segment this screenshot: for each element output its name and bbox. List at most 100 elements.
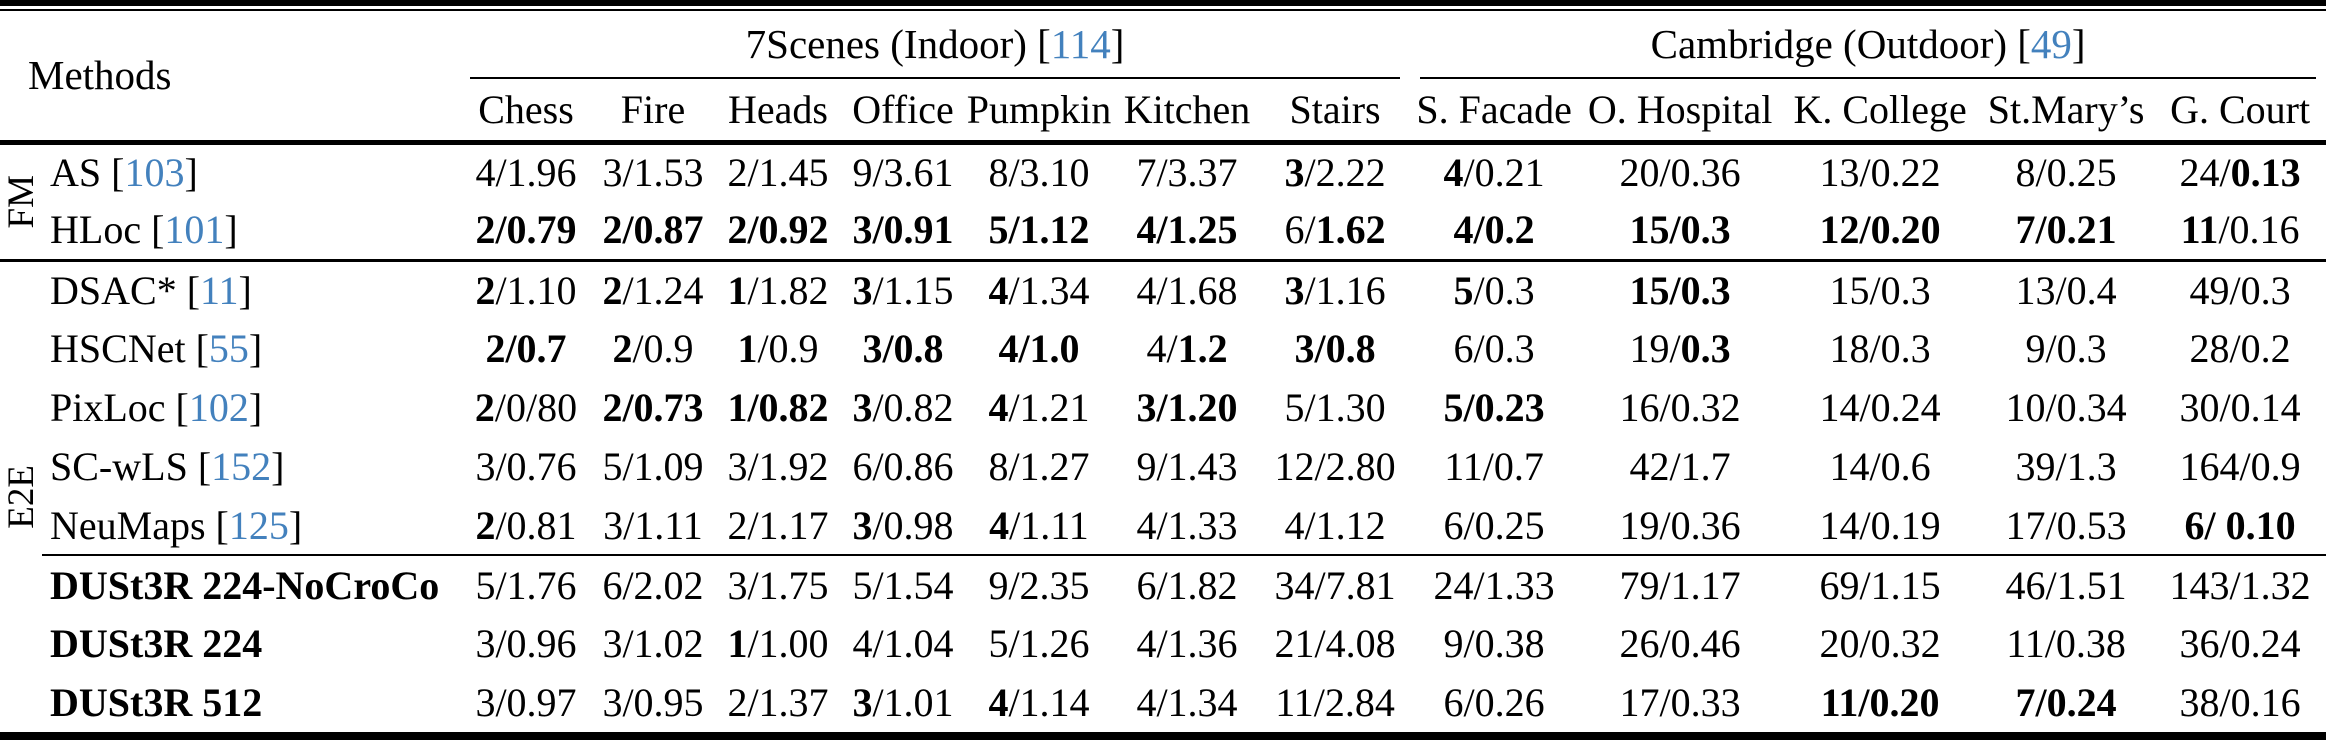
data-cell: 4/1.25 (1114, 201, 1260, 262)
data-cell: 3/2.22 (1284, 150, 1386, 196)
data-cell: 3/1.01 (852, 680, 954, 725)
citation-link[interactable]: 55 (208, 326, 249, 371)
row-group-label-e2e: E2E (0, 260, 42, 732)
table-row: PixLoc [102] 2/0/80 2/0.73 1/0.82 3/0.82 4/1.… (0, 378, 2326, 437)
group-header-7scenes-text: 7Scenes (Indoor) [114] (470, 20, 1401, 79)
column-header-chess: Chess (460, 79, 592, 145)
table-row: SC-wLS [152] 3/0.76 5/1.09 3/1.92 6/0.86 8/1.… (0, 437, 2326, 496)
citation-link[interactable]: 103 (124, 150, 185, 196)
citation-link[interactable]: 11 (200, 267, 239, 313)
data-cell: 69/1.15 (1819, 562, 1941, 608)
data-cell: 15/0.3 (1629, 267, 1731, 313)
data-cell: 164/0.9 (2179, 444, 2301, 489)
table-row: HLoc [101] 2/0.79 2/0.87 2/0.92 3/0.91 5/1.12… (0, 201, 2326, 262)
table-row: HSCNet [55] 2/0.7 2/0.9 1/0.9 3/0.8 4/1.0 4/1.… (0, 319, 2326, 378)
data-cell: 4/1.12 (1260, 496, 1411, 556)
data-cell: 6/0.25 (1410, 496, 1579, 556)
data-cell: 30/0.14 (2179, 385, 2301, 430)
data-cell: 21/4.08 (1274, 621, 1396, 666)
data-cell: 8/3.10 (988, 150, 1090, 196)
column-header-pumpkin: Pumpkin (964, 79, 1114, 145)
data-cell: 6/0.26 (1443, 680, 1545, 725)
citation-link[interactable]: 152 (211, 444, 272, 489)
column-header-office: Office (842, 79, 964, 145)
data-cell: 19/0.3 (1629, 326, 1731, 371)
data-cell: 2/0/80 (474, 385, 578, 430)
data-cell: 9/1.43 (1136, 444, 1238, 489)
data-cell: 12/2.80 (1274, 444, 1396, 489)
data-cell: 4/1.34 (1136, 680, 1238, 725)
citation-link[interactable]: 49 (2030, 21, 2072, 67)
data-cell: 8/0.25 (2015, 150, 2117, 196)
data-cell: 3/0.8 (1294, 326, 1376, 371)
group-title: Cambridge (Outdoor) (1650, 21, 2008, 67)
data-cell: 20/0.36 (1619, 150, 1741, 196)
group-header-cambridge: Cambridge (Outdoor) [49] (1410, 11, 2326, 79)
data-cell: 36/0.24 (2179, 621, 2301, 666)
method-name: NeuMaps [125] (42, 496, 460, 556)
citation-link[interactable]: 125 (228, 502, 289, 548)
data-cell: 18/0.3 (1829, 326, 1931, 371)
method-name: SC-wLS [152] (50, 444, 285, 489)
data-cell: 11/2.84 (1275, 680, 1395, 725)
data-cell: 9/2.35 (988, 562, 1090, 608)
table-row: DUSt3R 224 3/0.96 3/1.02 1/1.00 4/1.04 5/1.26… (0, 614, 2326, 673)
data-cell: 3/1.92 (727, 444, 829, 489)
group-header-7scenes: 7Scenes (Indoor) [114] (460, 11, 1410, 79)
data-cell: 13/0.22 (1819, 150, 1941, 196)
citation-link[interactable]: 114 (1050, 21, 1111, 67)
data-cell: 3/0.95 (602, 680, 704, 725)
data-cell: 4/1.34 (988, 267, 1090, 313)
table-row: DUSt3R 224-NoCroCo 5/1.76 6/2.02 3/1.75 5/1.… (0, 555, 2326, 614)
data-cell: 16/0.32 (1619, 385, 1741, 430)
column-header-stairs: Stairs (1260, 79, 1411, 145)
scene-header-row: Chess Fire Heads Office Pumpkin Kitchen Stairs… (0, 79, 2326, 145)
data-cell: 2/1.37 (727, 680, 829, 725)
data-cell: 9/3.61 (852, 150, 954, 196)
data-cell: 11/0.38 (2006, 621, 2126, 666)
data-cell: 1/0.9 (737, 326, 819, 371)
methods-label: Methods (28, 52, 172, 99)
data-cell: 4/0.2 (1410, 201, 1579, 262)
table-top-rule-thin (0, 9, 2326, 11)
data-cell: 14/0.24 (1819, 385, 1941, 430)
data-cell: 79/1.17 (1619, 562, 1741, 608)
citation-link[interactable]: 101 (164, 207, 225, 253)
method-name: DUSt3R 224-NoCroCo (50, 562, 440, 608)
data-cell: 6/0.86 (852, 444, 954, 489)
data-cell: 4/0.21 (1443, 150, 1545, 196)
data-cell: 2/1.17 (714, 496, 842, 556)
data-cell: 5/1.12 (964, 201, 1114, 262)
data-cell: 3/1.53 (602, 150, 704, 196)
data-cell: 6/0.3 (1453, 326, 1535, 371)
data-cell: 12/0.20 (1782, 201, 1979, 262)
data-cell: 1/0.82 (727, 385, 829, 430)
data-cell: 3/1.75 (727, 562, 829, 608)
data-cell: 10/0.34 (2005, 385, 2127, 430)
data-cell: 5/1.09 (602, 444, 704, 489)
method-name: HSCNet [55] (50, 326, 263, 371)
data-cell: 9/0.38 (1443, 621, 1545, 666)
data-cell: 5/1.30 (1284, 385, 1386, 430)
table-row: FM AS [103] 4/1.96 3/1.53 2/1.45 9/3.61 8/3.10… (0, 142, 2326, 262)
data-cell: 4/1.96 (475, 150, 577, 196)
data-cell: 1/1.82 (727, 267, 829, 313)
data-cell: 5/0.3 (1453, 267, 1535, 313)
method-name: DSAC* [11] (50, 267, 252, 313)
data-cell: 4/1.36 (1136, 621, 1238, 666)
citation-link[interactable]: 102 (188, 385, 249, 430)
data-cell: 11/0.7 (1444, 444, 1544, 489)
data-cell: 17/0.53 (1978, 496, 2155, 556)
data-cell: 3/0.97 (475, 680, 577, 725)
table-top-rule-thick (0, 0, 2326, 6)
data-cell: 4/1.68 (1136, 267, 1238, 313)
data-cell: 7/0.24 (2015, 680, 2117, 725)
data-cell: 28/0.2 (2189, 326, 2291, 371)
data-cell: 5/1.76 (475, 562, 577, 608)
data-cell: 14/0.6 (1829, 444, 1931, 489)
method-name: DUSt3R 512 (50, 680, 263, 725)
data-cell: 5/0.23 (1443, 385, 1545, 430)
table-bottom-rule (0, 732, 2326, 740)
method-name: HLoc [101] (42, 201, 460, 262)
data-cell: 4/1.04 (852, 621, 954, 666)
